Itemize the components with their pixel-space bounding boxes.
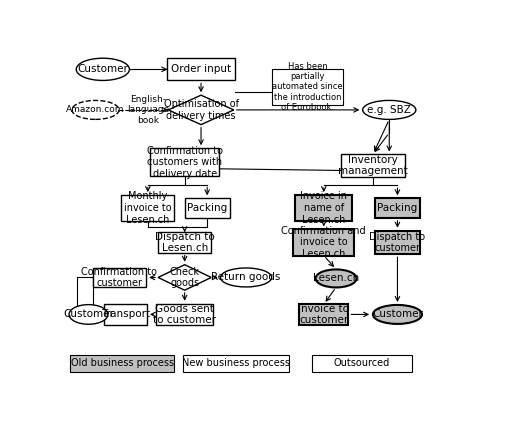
Ellipse shape (373, 305, 422, 324)
Bar (92, 268, 146, 287)
Bar (70, 355, 174, 372)
Text: Dispatch to
customer: Dispatch to customer (370, 232, 426, 253)
Text: Lesen.ch: Lesen.ch (313, 273, 359, 283)
Text: Transport: Transport (101, 309, 150, 320)
Ellipse shape (221, 268, 271, 287)
Bar (167, 58, 235, 80)
Text: Optimisation of
delivery times: Optimisation of delivery times (164, 99, 239, 121)
Text: Check
goods: Check goods (169, 266, 200, 288)
Text: New business process: New business process (182, 358, 290, 368)
Bar (312, 355, 412, 372)
Bar (104, 304, 147, 325)
Text: Customer: Customer (372, 309, 423, 320)
Text: Packing: Packing (187, 203, 227, 213)
Text: Customer: Customer (78, 64, 128, 74)
Ellipse shape (72, 100, 119, 119)
Text: Amazon.com: Amazon.com (66, 105, 125, 114)
Polygon shape (168, 95, 234, 125)
Text: Outsourced: Outsourced (334, 358, 390, 368)
Bar (156, 304, 213, 325)
Text: Confirmation to
customer: Confirmation to customer (81, 266, 157, 288)
Ellipse shape (316, 269, 356, 287)
Text: Customer: Customer (63, 309, 114, 320)
Text: Return goods: Return goods (211, 272, 281, 283)
Text: Has been
partially
automated since
the introduction
of Eurobook.: Has been partially automated since the i… (272, 62, 343, 112)
Bar (150, 148, 220, 176)
Bar (295, 195, 353, 221)
Text: e.g. SBZ: e.g. SBZ (367, 105, 411, 115)
Text: Packing: Packing (378, 203, 418, 213)
Text: Old business process: Old business process (71, 358, 174, 368)
Bar (183, 355, 289, 372)
Bar (299, 304, 348, 325)
Text: Inventory
management: Inventory management (338, 155, 408, 176)
Polygon shape (158, 265, 211, 290)
Text: Dispatch to
Lesen.ch: Dispatch to Lesen.ch (155, 232, 214, 253)
Bar (121, 195, 174, 221)
Ellipse shape (69, 305, 108, 324)
Bar (375, 231, 420, 254)
Bar (271, 69, 343, 105)
Bar (341, 154, 404, 177)
Text: Confirmation to
customers with
delivery date: Confirmation to customers with delivery … (147, 146, 223, 179)
Bar (293, 230, 354, 255)
Text: Invoice in
name of
Lesen.ch: Invoice in name of Lesen.ch (300, 192, 347, 225)
Ellipse shape (76, 58, 129, 80)
Ellipse shape (363, 100, 416, 119)
Bar (185, 198, 230, 218)
Text: English-
language
book: English- language book (127, 95, 169, 125)
Bar (375, 198, 420, 218)
Text: Goods sent
to customer: Goods sent to customer (153, 303, 216, 325)
Text: Order input: Order input (171, 64, 231, 74)
Text: Invoice to
customer: Invoice to customer (298, 303, 350, 325)
Text: Monthly
invoice to
Lesen.ch: Monthly invoice to Lesen.ch (124, 192, 172, 225)
Bar (158, 232, 211, 252)
Text: Confirmation and
invoice to
Lesen.ch: Confirmation and invoice to Lesen.ch (281, 226, 366, 259)
